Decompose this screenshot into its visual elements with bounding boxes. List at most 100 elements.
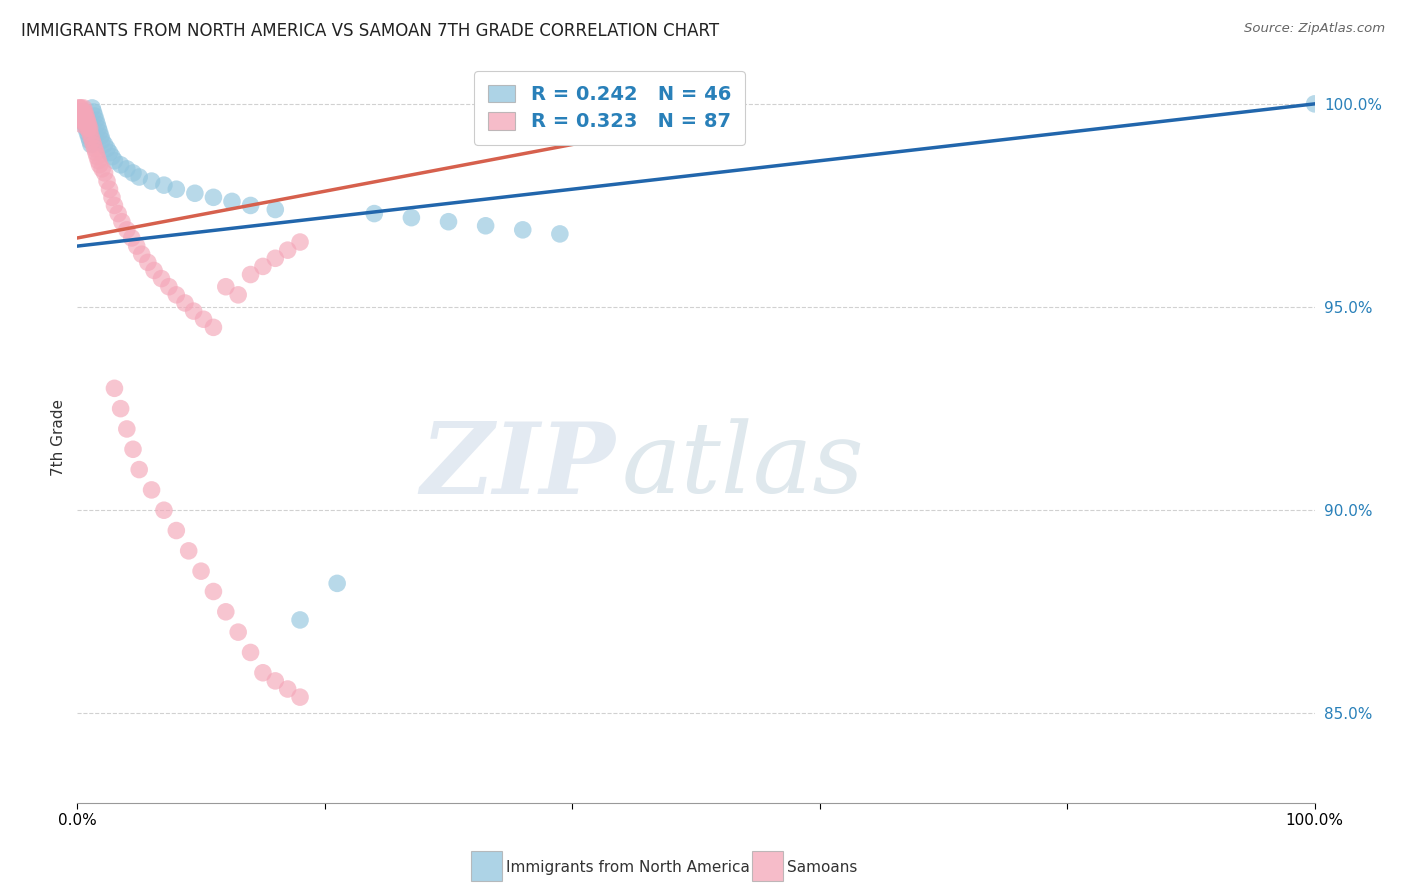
Point: [73, 109, 96, 123]
Point: [174, 296, 197, 310]
Point: [202, 320, 225, 334]
Point: [150, 271, 173, 285]
Point: [226, 288, 249, 302]
Point: [115, 422, 138, 436]
Point: [288, 613, 311, 627]
Point: [115, 161, 138, 176]
Point: [1303, 96, 1326, 111]
Point: [79, 121, 101, 136]
Point: [69, 113, 91, 128]
Point: [89, 158, 111, 172]
Point: [82, 137, 104, 152]
Point: [67, 105, 90, 120]
Point: [121, 231, 143, 245]
Point: [87, 121, 110, 136]
Point: [70, 113, 93, 128]
Point: [128, 462, 150, 476]
Point: [72, 109, 94, 123]
Point: [72, 113, 94, 128]
Point: [83, 109, 105, 123]
Point: [72, 113, 94, 128]
Point: [202, 584, 225, 599]
Text: Immigrants from North America: Immigrants from North America: [506, 860, 749, 874]
Point: [103, 381, 125, 395]
Point: [157, 279, 180, 293]
Point: [153, 503, 176, 517]
Point: [190, 564, 212, 578]
Point: [128, 169, 150, 184]
Point: [91, 133, 114, 147]
Text: IMMIGRANTS FROM NORTH AMERICA VS SAMOAN 7TH GRADE CORRELATION CHART: IMMIGRANTS FROM NORTH AMERICA VS SAMOAN …: [21, 22, 720, 40]
Point: [548, 227, 571, 241]
Point: [110, 401, 132, 416]
Point: [77, 121, 100, 136]
Point: [70, 117, 93, 131]
Point: [75, 117, 97, 131]
Point: [165, 288, 187, 302]
Point: [72, 105, 94, 120]
Point: [264, 673, 287, 688]
Point: [288, 690, 311, 705]
Text: atlas: atlas: [621, 418, 865, 514]
Point: [101, 190, 124, 204]
Point: [165, 182, 187, 196]
Point: [69, 101, 91, 115]
Point: [69, 109, 91, 123]
Point: [84, 145, 107, 160]
Point: [91, 161, 114, 176]
Point: [75, 109, 97, 123]
Point: [239, 198, 262, 212]
Point: [69, 105, 91, 120]
Text: Source: ZipAtlas.com: Source: ZipAtlas.com: [1244, 22, 1385, 36]
Point: [277, 681, 299, 696]
Point: [67, 101, 90, 115]
Point: [98, 182, 121, 196]
Point: [87, 153, 110, 168]
Point: [122, 442, 145, 457]
Point: [107, 206, 129, 220]
Point: [111, 215, 134, 229]
Point: [363, 206, 385, 220]
Point: [125, 239, 148, 253]
Point: [183, 304, 205, 318]
Point: [101, 150, 124, 164]
Point: [72, 113, 94, 128]
Point: [83, 142, 105, 156]
Point: [69, 105, 91, 120]
Point: [73, 113, 96, 128]
Point: [86, 117, 108, 131]
Point: [75, 113, 97, 128]
Point: [72, 101, 94, 115]
Point: [75, 121, 97, 136]
Point: [226, 625, 249, 640]
Point: [80, 137, 103, 152]
Point: [93, 166, 115, 180]
Point: [70, 109, 93, 123]
Point: [76, 113, 98, 128]
Point: [103, 198, 125, 212]
Point: [76, 121, 98, 136]
Point: [98, 145, 121, 160]
Point: [93, 137, 115, 152]
Point: [177, 544, 200, 558]
Point: [70, 101, 93, 115]
Point: [82, 105, 104, 120]
Point: [474, 219, 496, 233]
Point: [141, 483, 163, 497]
Point: [136, 255, 159, 269]
Point: [80, 129, 103, 144]
Point: [153, 178, 176, 193]
Point: [122, 166, 145, 180]
Point: [90, 129, 112, 144]
Point: [264, 202, 287, 217]
Point: [73, 117, 96, 131]
Point: [76, 117, 98, 131]
Point: [84, 113, 107, 128]
Point: [165, 524, 187, 538]
Point: [252, 665, 274, 680]
Point: [86, 150, 108, 164]
Point: [82, 101, 104, 115]
Point: [401, 211, 423, 225]
Point: [143, 263, 166, 277]
Point: [141, 174, 163, 188]
